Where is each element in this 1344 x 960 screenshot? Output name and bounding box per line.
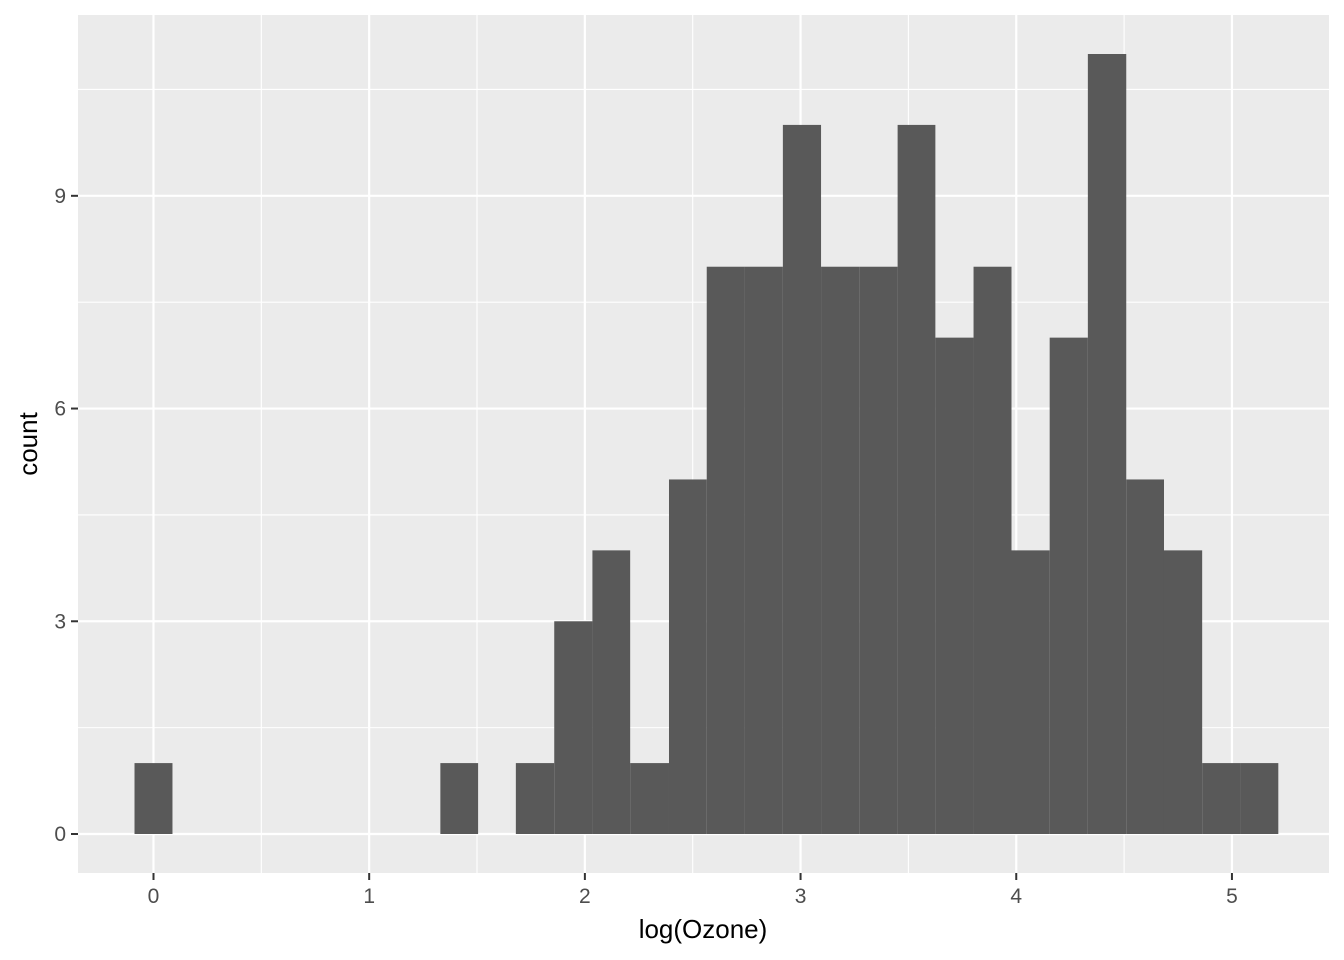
y-tick-label: 9 (54, 185, 66, 208)
y-tick-label: 3 (54, 610, 66, 633)
axes: 0 1 2 3 4 5 0 3 6 9 (54, 185, 1237, 908)
histogram-bar (1240, 763, 1279, 834)
histogram-bar (859, 266, 898, 834)
x-tick-label: 1 (363, 885, 375, 908)
histogram-bar (973, 266, 1012, 834)
histogram-bar (744, 266, 783, 834)
x-tick-label: 5 (1226, 885, 1238, 908)
histogram-bar (782, 124, 822, 835)
histogram-bar (1087, 54, 1127, 834)
histogram-bar (1126, 479, 1164, 834)
histogram-bar (554, 621, 593, 834)
histogram-bar (821, 266, 860, 834)
histogram-bar (515, 763, 555, 834)
histogram-bar (897, 124, 936, 835)
histogram-bar (1049, 337, 1088, 834)
histogram-bar (668, 479, 707, 834)
histogram-bar (1202, 763, 1241, 834)
histogram-bar (134, 763, 173, 834)
histogram-bar (706, 266, 745, 834)
histogram-bar (935, 337, 974, 834)
histogram-bars (134, 54, 1279, 835)
y-tick-label: 6 (54, 398, 66, 421)
x-tick-label: 0 (148, 885, 160, 908)
y-tick-label: 0 (54, 823, 66, 846)
x-tick-label: 4 (1010, 885, 1022, 908)
histogram-bar (630, 763, 669, 834)
x-tick-label: 2 (579, 885, 591, 908)
histogram-bar (440, 763, 479, 834)
histogram-bar (592, 550, 631, 834)
histogram-bar (1011, 550, 1050, 834)
y-axis-title: count (13, 411, 43, 475)
x-axis-title: log(Ozone) (639, 914, 768, 944)
histogram-bar (1163, 550, 1203, 834)
x-tick-label: 3 (795, 885, 807, 908)
